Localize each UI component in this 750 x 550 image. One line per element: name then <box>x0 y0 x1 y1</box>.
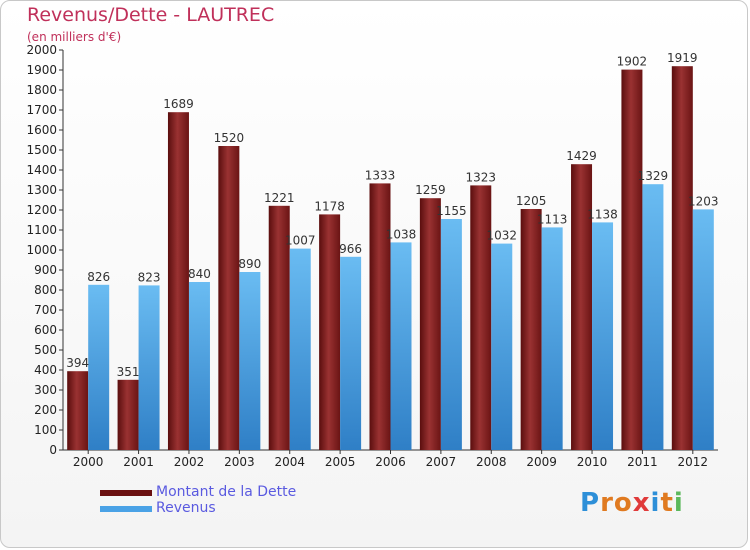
bar-revenus-2001 <box>138 285 160 450</box>
x-tick-label-2008: 2008 <box>476 455 507 469</box>
y-tick-label: 200 <box>34 403 57 417</box>
data-label-dette-2001: 351 <box>117 365 140 379</box>
data-label-revenus-2012: 1203 <box>688 194 719 208</box>
data-label-dette-2004: 1221 <box>264 191 295 205</box>
bar-dette-2004 <box>268 205 290 450</box>
data-label-revenus-2007: 1155 <box>436 204 467 218</box>
bar-dette-2007 <box>419 198 441 450</box>
x-tick-label-2007: 2007 <box>426 455 457 469</box>
x-tick-label-2005: 2005 <box>325 455 356 469</box>
x-tick-label-2012: 2012 <box>678 455 709 469</box>
bar-revenus-2012 <box>692 209 714 450</box>
bar-revenus-2003 <box>239 272 261 450</box>
bar-dette-2001 <box>117 379 139 450</box>
y-tick-label: 100 <box>34 423 57 437</box>
bar-revenus-2002 <box>188 282 210 450</box>
y-tick-label: 900 <box>34 263 57 277</box>
y-tick-label: 800 <box>34 283 57 297</box>
data-label-dette-2003: 1520 <box>214 131 245 145</box>
y-tick-label: 700 <box>34 303 57 317</box>
data-label-revenus-2006: 1038 <box>386 227 417 241</box>
x-tick-label-2000: 2000 <box>73 455 104 469</box>
x-tick-label-2003: 2003 <box>224 455 255 469</box>
x-tick-label-2010: 2010 <box>577 455 608 469</box>
chart-subtitle: (en milliers d'€) <box>27 30 122 44</box>
bars-group <box>67 66 714 450</box>
bar-dette-2002 <box>167 112 189 450</box>
x-tick-label-2009: 2009 <box>526 455 557 469</box>
data-label-dette-2008: 1323 <box>465 170 496 184</box>
bar-dette-2010 <box>571 164 593 450</box>
data-label-dette-2002: 1689 <box>163 97 194 111</box>
legend-label-dette: Montant de la Dette <box>156 484 297 500</box>
data-label-revenus-2008: 1032 <box>486 229 517 243</box>
data-label-revenus-2009: 1113 <box>537 212 568 226</box>
data-label-revenus-2004: 1007 <box>285 234 316 248</box>
data-label-dette-2006: 1333 <box>365 168 396 182</box>
y-tick-label: 300 <box>34 383 57 397</box>
data-label-dette-2007: 1259 <box>415 183 446 197</box>
data-label-revenus-2001: 823 <box>138 270 161 284</box>
bar-dette-2009 <box>520 209 542 450</box>
data-label-dette-2005: 1178 <box>314 199 345 213</box>
chart-title: Revenus/Dette - LAUTREC <box>27 4 275 26</box>
bar-revenus-2006 <box>390 242 412 450</box>
legend-label-revenus: Revenus <box>156 500 216 516</box>
bar-dette-2008 <box>470 185 492 450</box>
data-label-dette-2000: 394 <box>66 356 89 370</box>
y-tick-label: 400 <box>34 363 57 377</box>
y-tick-label: 1100 <box>26 223 57 237</box>
bar-dette-2012 <box>671 66 693 450</box>
bar-dette-2000 <box>67 371 89 450</box>
data-label-revenus-2010: 1138 <box>587 207 618 221</box>
y-tick-label: 1600 <box>26 123 57 137</box>
legend-swatch-dette <box>100 490 152 496</box>
bar-revenus-2007 <box>440 219 462 450</box>
y-tick-label: 1200 <box>26 203 57 217</box>
bar-dette-2005 <box>319 214 341 450</box>
y-tick-label: 2000 <box>26 43 57 57</box>
data-label-dette-2010: 1429 <box>566 149 597 163</box>
y-tick-label: 0 <box>49 443 57 457</box>
y-tick-label: 1000 <box>26 243 57 257</box>
data-label-revenus-2011: 1329 <box>638 169 669 183</box>
bar-revenus-2011 <box>642 184 664 450</box>
data-label-revenus-2003: 890 <box>238 257 261 271</box>
legend-swatch-revenus <box>100 506 152 512</box>
y-tick-label: 1400 <box>26 163 57 177</box>
x-tick-label-2002: 2002 <box>174 455 205 469</box>
bar-revenus-2008 <box>491 243 513 450</box>
data-label-dette-2011: 1902 <box>617 55 648 69</box>
x-tick-label-2006: 2006 <box>375 455 406 469</box>
bar-dette-2003 <box>218 146 240 450</box>
y-tick-label: 1300 <box>26 183 57 197</box>
data-label-dette-2012: 1919 <box>667 51 698 65</box>
data-label-revenus-2005: 966 <box>339 242 362 256</box>
y-axis: 0 100 200 300 400 500 600 700 800 900 1000 1100 1200… <box>26 43 64 457</box>
x-tick-label-2011: 2011 <box>627 455 658 469</box>
bar-revenus-2005 <box>340 256 362 450</box>
data-label-revenus-2000: 826 <box>87 270 110 284</box>
bar-dette-2011 <box>621 69 643 450</box>
x-tick-label-2001: 2001 <box>123 455 154 469</box>
bar-revenus-2010 <box>592 222 614 450</box>
y-tick-label: 1700 <box>26 103 57 117</box>
y-tick-label: 1500 <box>26 143 57 157</box>
bar-revenus-2004 <box>289 248 311 450</box>
bar-revenus-2000 <box>88 284 110 450</box>
data-labels-group: 394 826 351 823 1689 840 1520 890 1221 1007 1178 96… <box>66 51 718 379</box>
y-tick-label: 500 <box>34 343 57 357</box>
x-axis: 2000 2001 2002 2003 2004 2005 2006 2007 2008 2009… <box>63 449 718 469</box>
bar-dette-2006 <box>369 183 391 450</box>
y-tick-label: 1900 <box>26 63 57 77</box>
y-tick-label: 600 <box>34 323 57 337</box>
x-tick-label-2004: 2004 <box>274 455 305 469</box>
data-label-revenus-2002: 840 <box>188 267 211 281</box>
data-label-dette-2009: 1205 <box>516 194 547 208</box>
y-tick-label: 1800 <box>26 83 57 97</box>
bar-revenus-2009 <box>541 227 563 450</box>
proxiti-logo: Proxiti <box>580 488 684 518</box>
